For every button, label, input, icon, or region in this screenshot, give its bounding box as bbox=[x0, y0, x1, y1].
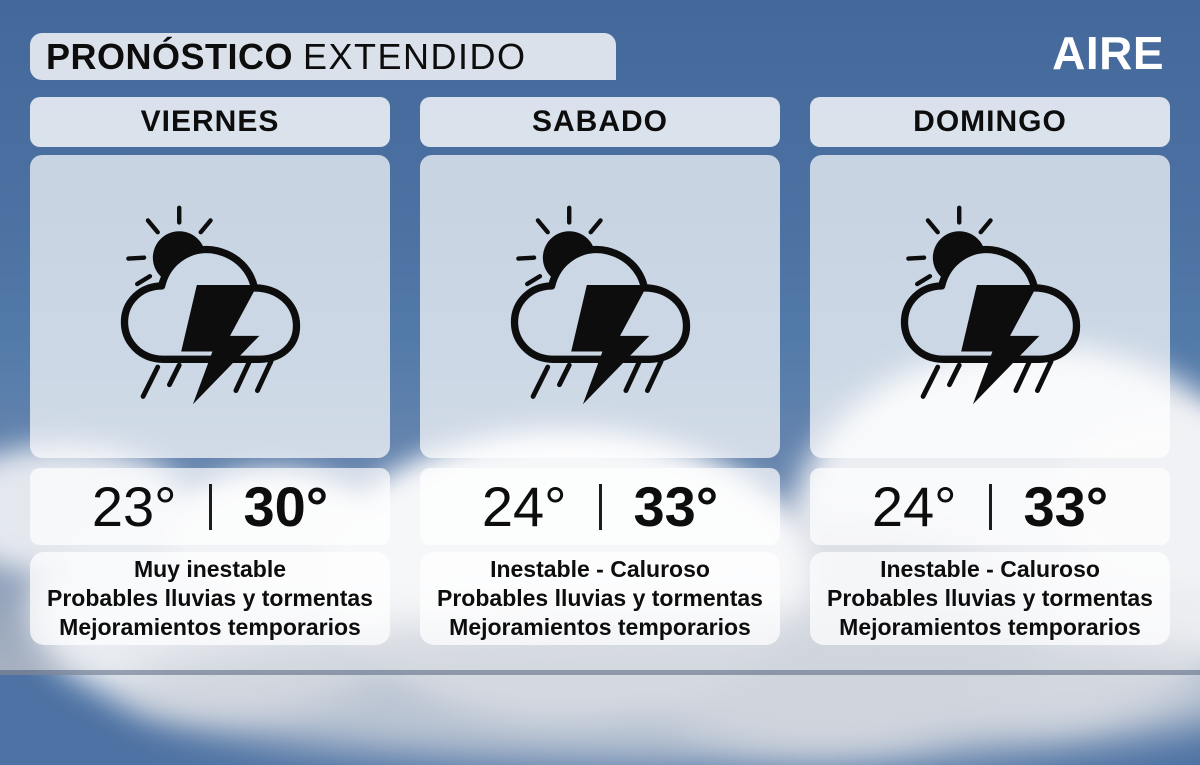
day-header: DOMINGO bbox=[810, 97, 1170, 147]
forecast-card-viernes: VIERNES 23° 30° Muy inestable Probables … bbox=[30, 97, 390, 645]
forecast-card-sabado: SABADO 24° 33° Inestable - Caluroso Prob… bbox=[420, 97, 780, 645]
brand-logo: AIRE bbox=[1052, 27, 1164, 79]
description-line: Inestable - Caluroso bbox=[490, 556, 710, 582]
description-line: Mejoramientos temporarios bbox=[839, 614, 1141, 640]
forecast-description: Muy inestable Probables lluvias y tormen… bbox=[30, 552, 390, 645]
sun-behind-storm-cloud-rain-icon bbox=[883, 199, 1098, 414]
description-line: Mejoramientos temporarios bbox=[59, 614, 361, 640]
temperature-panel: 24° 33° bbox=[420, 468, 780, 545]
forecast-description: Inestable - Caluroso Probables lluvias y… bbox=[810, 552, 1170, 645]
description-line: Mejoramientos temporarios bbox=[449, 614, 751, 640]
description-line: Probables lluvias y tormentas bbox=[47, 585, 373, 611]
temp-min: 24° bbox=[481, 475, 567, 538]
title-banner: PRONÓSTICO EXTENDIDO bbox=[30, 33, 616, 80]
day-header: VIERNES bbox=[30, 97, 390, 147]
forecast-card-domingo: DOMINGO 24° 33° Inestable - Caluroso Pro… bbox=[810, 97, 1170, 645]
temp-max: 33° bbox=[1023, 475, 1109, 538]
temp-divider bbox=[208, 483, 212, 530]
temp-max: 33° bbox=[633, 475, 719, 538]
description-line: Probables lluvias y tormentas bbox=[437, 585, 763, 611]
day-header: SABADO bbox=[420, 97, 780, 147]
temp-min: 23° bbox=[91, 475, 177, 538]
sun-behind-storm-cloud-rain-icon bbox=[493, 199, 708, 414]
page-title-light: EXTENDIDO bbox=[303, 35, 527, 77]
temp-min: 24° bbox=[871, 475, 957, 538]
description-line: Muy inestable bbox=[133, 556, 287, 582]
forecast-description: Inestable - Caluroso Probables lluvias y… bbox=[420, 552, 780, 645]
temp-max: 30° bbox=[243, 475, 329, 538]
description-line: Inestable - Caluroso bbox=[880, 556, 1100, 582]
temp-divider bbox=[598, 483, 602, 530]
weather-icon-panel bbox=[30, 155, 390, 458]
bottom-edge-strip bbox=[0, 670, 1200, 675]
weather-icon-panel bbox=[810, 155, 1170, 458]
sun-behind-storm-cloud-rain-icon bbox=[103, 199, 318, 414]
temp-divider bbox=[988, 483, 992, 530]
temperature-panel: 24° 33° bbox=[810, 468, 1170, 545]
page-title-bold: PRONÓSTICO bbox=[46, 35, 294, 77]
description-line: Probables lluvias y tormentas bbox=[827, 585, 1153, 611]
temperature-panel: 23° 30° bbox=[30, 468, 390, 545]
weather-icon-panel bbox=[420, 155, 780, 458]
